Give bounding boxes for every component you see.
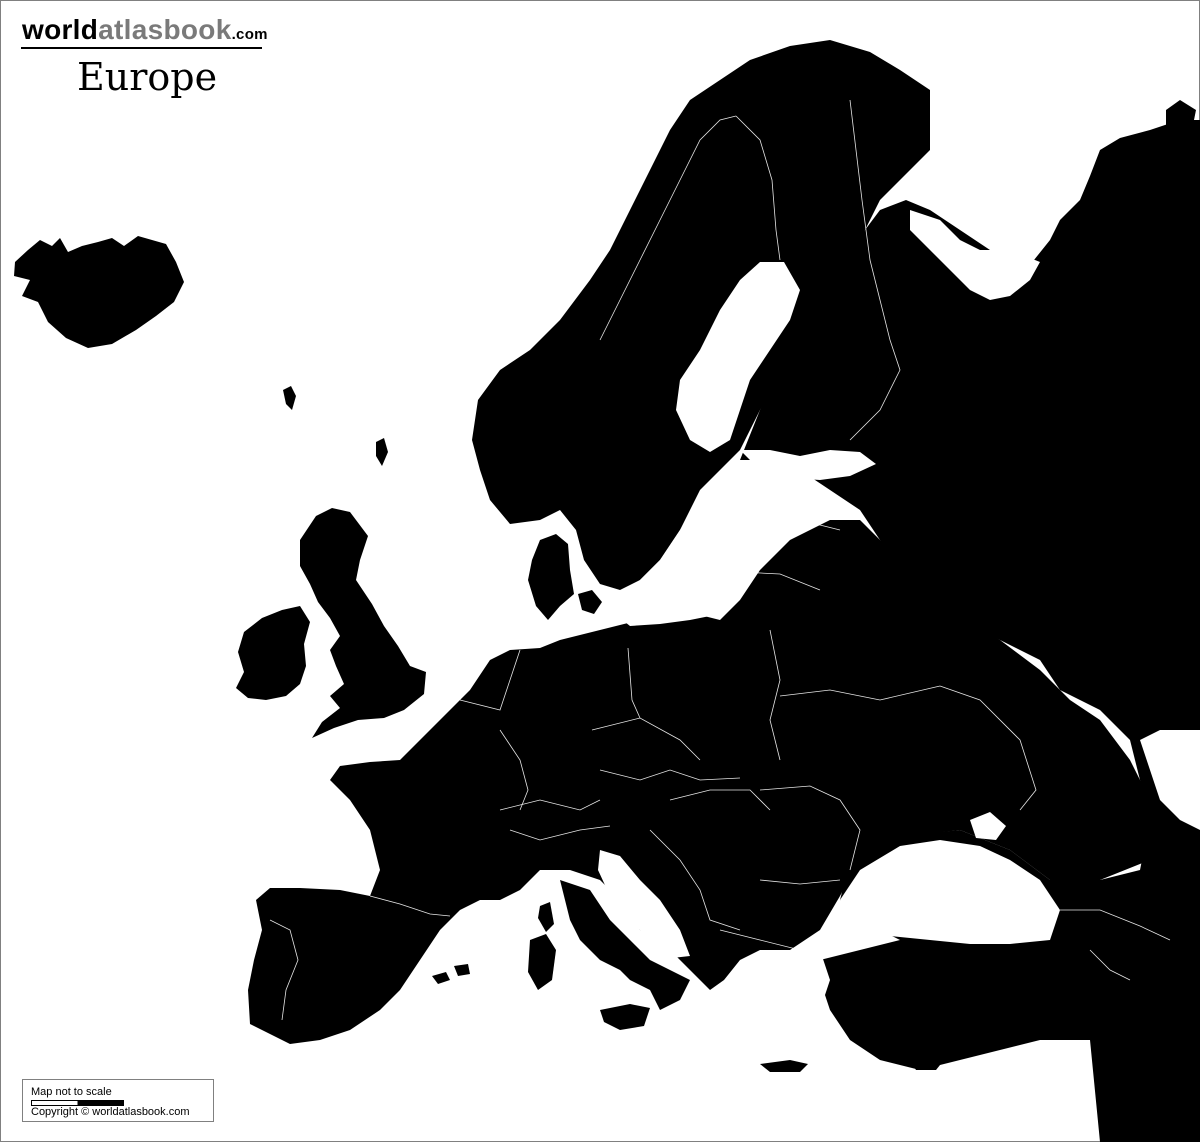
- border-germany-poland: [627, 647, 641, 719]
- white-sea: [910, 210, 1040, 300]
- border-balkans: [649, 829, 741, 931]
- logo-underline: [21, 47, 262, 49]
- italy: [560, 880, 690, 1010]
- faroe-islands: [283, 386, 296, 410]
- black-sea: [840, 840, 1060, 944]
- scandinavia: [472, 40, 930, 590]
- adriatic-sea: [598, 850, 690, 958]
- border-sweden-finland: [735, 115, 781, 261]
- country-borders: [269, 99, 1171, 1021]
- sea-of-azov: [970, 812, 1006, 840]
- border-hungary: [669, 789, 771, 811]
- mallorca: [454, 964, 470, 976]
- border-spain-portugal: [269, 919, 299, 1021]
- border-france-spain: [369, 895, 451, 917]
- border-greece: [719, 929, 831, 951]
- border-norway-sweden: [599, 115, 737, 341]
- copyright-text: Copyright © worldatlasbook.com: [31, 1106, 190, 1118]
- scale-note: Map not to scale: [31, 1086, 112, 1098]
- aegean-sea: [756, 950, 830, 1040]
- border-france-germany: [499, 729, 529, 811]
- caspian-sea: [1140, 730, 1200, 830]
- great-britain: [300, 508, 426, 738]
- continental-europe: [248, 520, 1150, 1044]
- border-benelux: [459, 649, 521, 711]
- border-romania: [759, 785, 861, 871]
- gulf-of-finland: [740, 450, 876, 480]
- logo-part-domain: .com: [231, 26, 268, 43]
- gulf-of-bothnia: [676, 262, 800, 452]
- denmark: [528, 534, 574, 620]
- corsica: [538, 902, 554, 932]
- map-legend: Map not to scale Copyright © worldatlasb…: [22, 1079, 214, 1122]
- ireland: [236, 606, 310, 700]
- sardinia: [528, 934, 556, 990]
- iceland: [14, 236, 184, 348]
- novaya-zemlya: [1166, 100, 1196, 140]
- border-switzerland: [499, 799, 601, 811]
- border-ukraine-russia: [939, 685, 1037, 811]
- site-logo: worldatlasbook.com: [22, 14, 268, 51]
- border-austria: [599, 769, 741, 781]
- scale-bar: [31, 1100, 124, 1106]
- zealand: [578, 590, 602, 614]
- border-caucasus: [1060, 909, 1171, 941]
- anatolia: [820, 930, 1110, 1070]
- border-estonia-latvia: [760, 519, 841, 531]
- border-bulgaria: [759, 879, 841, 885]
- logo-part-atlasbook: atlasbook: [98, 14, 232, 45]
- border-belarus-ukraine: [779, 685, 941, 701]
- map-title: Europe: [77, 55, 218, 99]
- border-finland-russia: [849, 99, 901, 441]
- balearic-islands: [432, 972, 450, 984]
- crete: [760, 1060, 808, 1072]
- cyprus: [910, 1056, 944, 1070]
- border-turkey-east: [1089, 949, 1131, 981]
- border-latvia-lithuania: [739, 571, 821, 591]
- border-italy-north: [509, 825, 611, 841]
- border-poland-east: [769, 629, 781, 761]
- baltic-sea: [610, 470, 770, 626]
- border-czech: [591, 717, 701, 761]
- shetland-islands: [376, 438, 388, 466]
- sicily: [600, 1004, 650, 1030]
- logo-part-world: world: [22, 14, 99, 45]
